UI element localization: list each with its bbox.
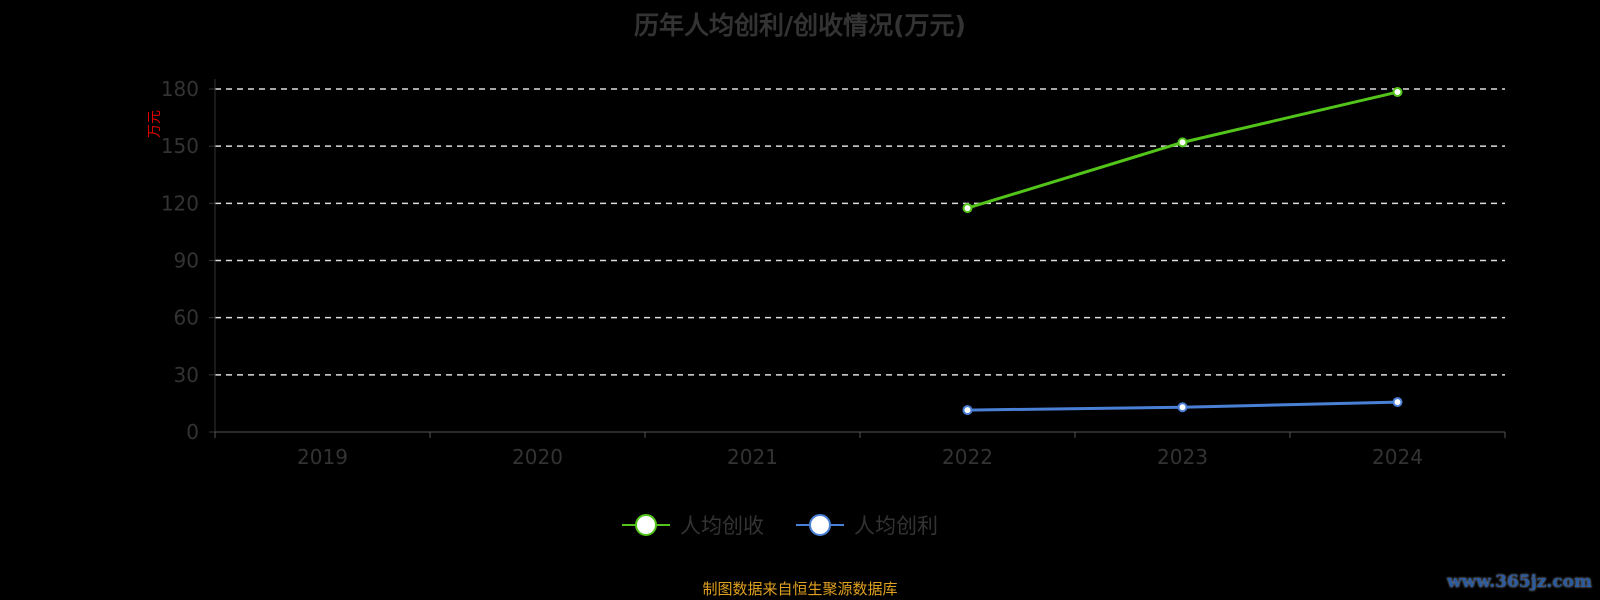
legend-label: 人均创利: [854, 514, 938, 538]
legend-marker: [809, 514, 831, 536]
data-point: [1392, 87, 1403, 98]
legend-label: 人均创收: [680, 514, 764, 538]
x-tick-label: 2023: [1157, 445, 1208, 469]
series-line: [967, 90, 1398, 210]
x-tick-label: 2020: [512, 445, 563, 469]
x-tick-label: 2024: [1372, 445, 1423, 469]
y-tick-label: 90: [174, 249, 199, 273]
data-point: [1177, 402, 1188, 413]
y-tick-label: 30: [174, 363, 199, 387]
x-tick-label: 2022: [942, 445, 993, 469]
y-tick-label: 60: [174, 306, 199, 330]
y-tick-label: 150: [161, 134, 199, 158]
x-tick-label: 2019: [297, 445, 348, 469]
data-point: [962, 203, 973, 214]
y-tick-label: 0: [186, 420, 199, 444]
data-point: [1392, 397, 1403, 408]
chart-title: 历年人均创利/创收情况(万元): [634, 11, 966, 40]
legend-marker: [635, 514, 657, 536]
x-tick-label: 2021: [727, 445, 778, 469]
data-point: [1177, 137, 1188, 148]
y-tick-label: 120: [161, 191, 199, 215]
data-source-note: 制图数据来自恒生聚源数据库: [702, 580, 898, 598]
watermark: www.365jz.com: [1447, 572, 1592, 592]
data-point: [962, 405, 973, 416]
y-tick-label: 180: [161, 77, 199, 101]
